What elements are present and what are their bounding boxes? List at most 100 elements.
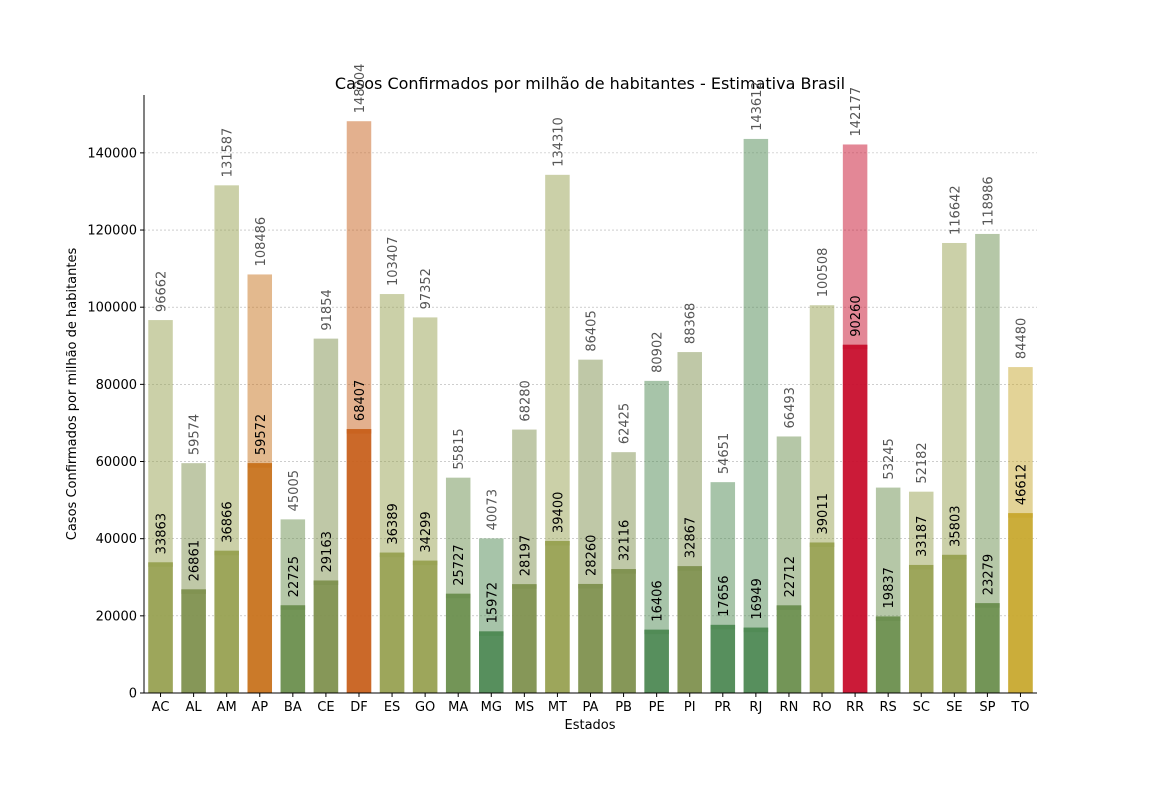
total-value-label: 55815 <box>452 428 467 469</box>
total-value-label: 116642 <box>948 185 963 235</box>
confirmed-value-label: 28197 <box>518 535 533 576</box>
bar-confirmed <box>181 589 206 693</box>
bar-cap <box>412 560 438 566</box>
bar-cap <box>280 605 306 610</box>
bar-confirmed <box>942 554 967 693</box>
total-value-label: 45005 <box>287 470 302 511</box>
bar-cap <box>743 627 769 633</box>
bar-confirmed <box>280 605 306 693</box>
bar-confirmed <box>412 560 438 693</box>
y-tick-label: 0 <box>129 687 137 702</box>
confirmed-value-label: 16406 <box>651 580 666 621</box>
confirmed-value-label: 29163 <box>320 531 335 572</box>
x-tick-label: SC <box>913 700 930 715</box>
total-value-label: 88368 <box>684 303 699 344</box>
y-tick-label: 80000 <box>96 378 137 393</box>
bars <box>148 121 1033 694</box>
x-tick-label: BA <box>284 700 302 715</box>
data-labels: 96662 33863 59574 26861 131587 36866 108486 595… <box>155 64 1030 624</box>
x-tick-label: PA <box>583 700 599 715</box>
bar-confirmed <box>908 564 934 693</box>
x-tick-label: DF <box>350 700 368 715</box>
bar-total <box>743 138 769 693</box>
bar-confirmed <box>842 344 868 693</box>
bar-confirmed <box>313 580 339 693</box>
x-tick-label: ES <box>384 700 400 715</box>
total-value-label: 84480 <box>1014 318 1029 359</box>
bar-confirmed <box>677 566 702 693</box>
bar-confirmed <box>512 584 537 693</box>
total-value-label: 143612 <box>750 81 765 131</box>
confirmed-value-label: 22712 <box>783 556 798 597</box>
bar-cap <box>181 589 206 594</box>
bar-cap <box>875 616 901 621</box>
bar-cap <box>214 550 239 556</box>
bar-cap <box>1008 513 1033 518</box>
bar-confirmed <box>644 629 669 693</box>
bar-confirmed <box>875 616 901 693</box>
confirmed-value-label: 25727 <box>452 544 467 585</box>
bar-confirmed <box>346 429 372 693</box>
bar-cap <box>247 463 273 468</box>
confirmed-value-label: 35803 <box>948 506 963 547</box>
total-value-label: 142177 <box>849 87 864 137</box>
total-value-label: 62425 <box>618 403 633 444</box>
x-tick-label: RS <box>880 700 897 715</box>
bar-confirmed <box>743 627 769 693</box>
bar-cap <box>512 584 537 589</box>
total-value-label: 97352 <box>419 268 434 309</box>
confirmed-value-label: 23279 <box>981 554 996 595</box>
x-tick-label: AL <box>186 700 203 715</box>
bar-cap <box>479 631 504 636</box>
confirmed-value-label: 36389 <box>386 503 401 544</box>
bar-confirmed <box>445 593 471 693</box>
confirmed-value-label: 16949 <box>750 578 765 619</box>
x-tick-label: PI <box>684 700 696 715</box>
x-tick-label: TO <box>1010 700 1029 715</box>
x-tick-label: RJ <box>749 700 762 715</box>
bar-cap <box>942 554 967 560</box>
bar-cap <box>975 603 1000 608</box>
total-value-label: 96662 <box>155 271 170 312</box>
confirmed-value-label: 22725 <box>287 556 302 597</box>
x-tick-label: RR <box>846 700 864 715</box>
x-tick-label: PR <box>714 700 731 715</box>
confirmed-value-label: 68407 <box>353 380 368 421</box>
bar-cap <box>545 540 570 546</box>
x-tick-label: SE <box>946 700 962 715</box>
confirmed-value-label: 15972 <box>485 582 500 623</box>
bar-cap <box>809 542 835 547</box>
bar-confirmed <box>379 552 405 693</box>
bar-cap <box>445 593 471 599</box>
x-tick-label: PE <box>649 700 665 715</box>
x-axis-title: Estados <box>564 718 615 733</box>
bar-cap <box>313 580 339 585</box>
bar-confirmed <box>247 463 273 693</box>
total-value-label: 66493 <box>783 387 798 428</box>
y-tick-labels: 0 20000 40000 60000 80000 100000 120000 140000 <box>87 146 144 702</box>
y-tick-label: 120000 <box>87 224 137 239</box>
total-value-label: 40073 <box>485 489 500 530</box>
bar-confirmed <box>578 583 603 693</box>
x-tick-label: RO <box>812 700 831 715</box>
total-value-label: 53245 <box>882 438 897 479</box>
y-tick-label: 20000 <box>96 609 137 624</box>
confirmed-value-label: 33187 <box>915 516 930 557</box>
x-tick-label: MG <box>481 700 502 715</box>
bar-cap <box>611 569 636 574</box>
y-axis-title: Casos Confirmados por milhão de habitant… <box>65 248 80 541</box>
total-value-label: 108486 <box>254 217 269 267</box>
x-tick-label: AC <box>152 700 170 715</box>
bar-cap <box>644 629 669 635</box>
bar-confirmed <box>710 624 736 693</box>
bar-cap <box>379 552 405 558</box>
confirmed-value-label: 28260 <box>585 535 600 576</box>
confirmed-value-label: 34299 <box>419 511 434 552</box>
confirmed-value-label: 26861 <box>188 540 203 581</box>
total-value-label: 54651 <box>717 433 732 474</box>
bar-confirmed <box>545 540 570 693</box>
x-tick-label: AM <box>217 700 237 715</box>
total-value-label: 91854 <box>320 289 335 330</box>
bar-cap <box>842 344 868 350</box>
x-tick-label: MS <box>515 700 534 715</box>
